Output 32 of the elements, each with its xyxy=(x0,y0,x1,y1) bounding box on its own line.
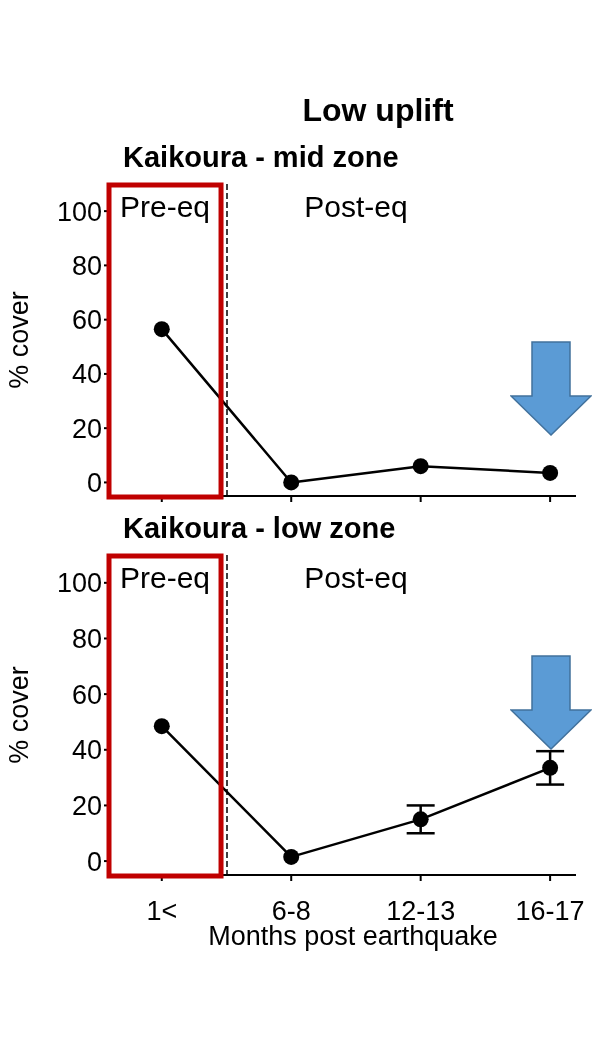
x-tick-label: 1< xyxy=(146,896,178,927)
y-axis-title: % cover xyxy=(3,291,34,389)
y-tick-label: 80 xyxy=(71,250,102,281)
y-tick-label: 0 xyxy=(86,846,102,877)
y-tick-label: 20 xyxy=(71,413,102,444)
y-tick-label: 0 xyxy=(86,468,102,499)
y-tick-label: 60 xyxy=(71,305,102,336)
point xyxy=(153,718,170,735)
point xyxy=(542,759,559,776)
point xyxy=(153,321,170,338)
point xyxy=(542,464,559,481)
y-tick-label: 60 xyxy=(71,679,102,710)
chart-title: Kaikoura - low zone xyxy=(122,512,397,545)
y-tick-label: 100 xyxy=(56,196,102,227)
y-axis-title: % cover xyxy=(3,666,34,764)
y-tick-label: 100 xyxy=(56,568,102,599)
point xyxy=(283,474,300,491)
x-axis-title: Months post earthquake xyxy=(208,921,498,951)
y-tick-label: 40 xyxy=(71,359,102,390)
chart-subtitle: Kaikoura - mid zone xyxy=(122,141,400,174)
annotation: Pre-eq xyxy=(119,190,212,224)
annotation: Post-eq xyxy=(303,190,409,224)
y-tick-label: 80 xyxy=(71,624,102,655)
y-tick-label: 40 xyxy=(71,735,102,766)
point xyxy=(412,811,429,828)
chart-title: Low uplift xyxy=(301,92,455,129)
point xyxy=(283,848,300,865)
annotation: Pre-eq xyxy=(119,561,212,595)
annotation: Post-eq xyxy=(303,561,409,595)
x-tick-label: 16-17 xyxy=(515,896,585,927)
point xyxy=(412,458,429,475)
y-tick-label: 20 xyxy=(71,791,102,822)
